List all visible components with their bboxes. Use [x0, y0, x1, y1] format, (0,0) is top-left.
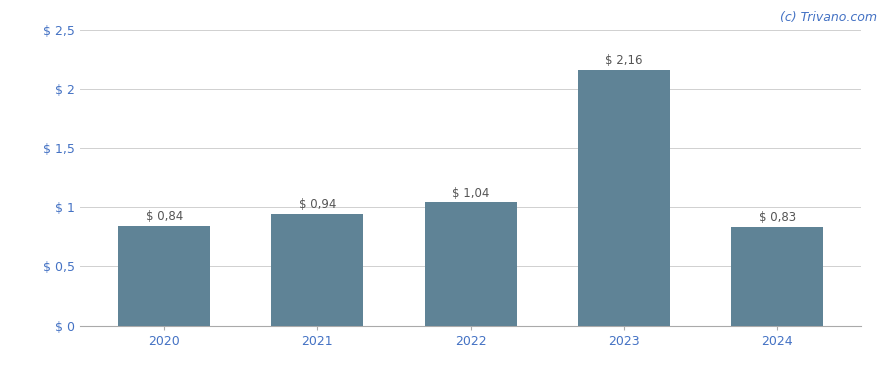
Text: $ 2,16: $ 2,16 [605, 54, 643, 67]
Text: $ 0,84: $ 0,84 [146, 210, 183, 223]
Bar [272, 214, 363, 326]
Bar [578, 70, 670, 326]
Text: (c) Trivano.com: (c) Trivano.com [781, 11, 877, 24]
Bar [731, 227, 823, 326]
Text: $ 0,94: $ 0,94 [298, 198, 336, 211]
Text: $ 1,04: $ 1,04 [452, 186, 489, 199]
Text: $ 0,83: $ 0,83 [758, 211, 796, 224]
Bar [424, 202, 517, 326]
Bar [118, 226, 210, 326]
